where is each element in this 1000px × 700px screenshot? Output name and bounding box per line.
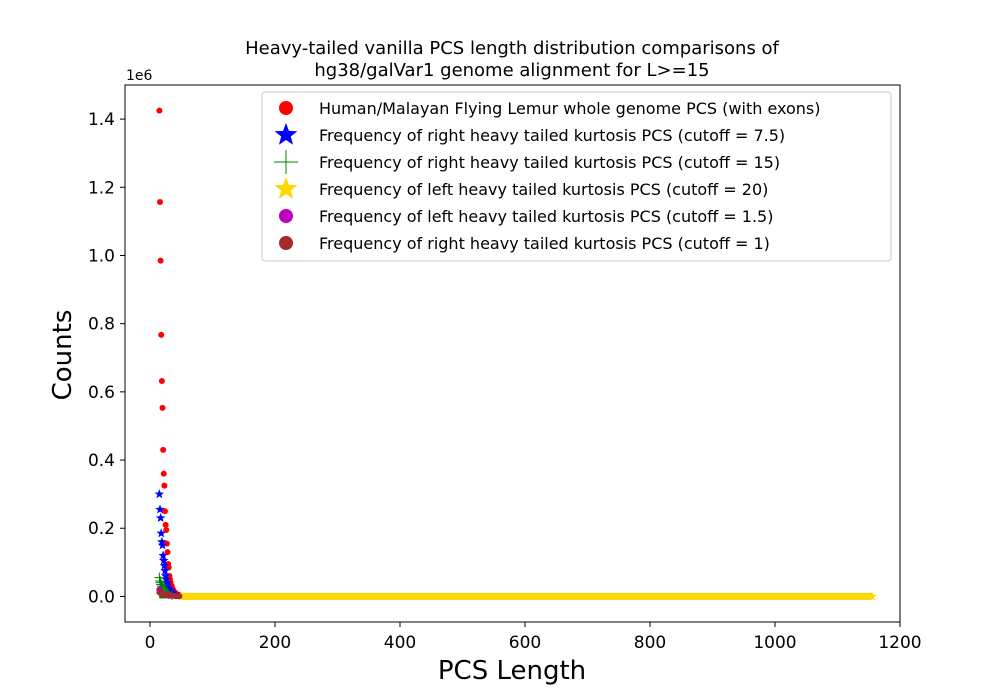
- series-1-point: [160, 570, 171, 581]
- y-axis: 0.0 0.2 0.4 0.6 0.8 1.0 1.2 1.4: [88, 110, 125, 607]
- legend: Human/Malayan Flying Lemur whole genome …: [261, 91, 892, 262]
- y-offset-label: 1e6: [126, 68, 153, 84]
- series-5: [156, 589, 183, 600]
- series-0-point: [161, 482, 168, 489]
- x-tick-label: 800: [634, 633, 666, 653]
- series-1-point: [161, 574, 172, 584]
- series-5-point: [176, 593, 183, 600]
- series-1-point: [156, 528, 167, 538]
- plot-frame: [124, 84, 901, 623]
- series-1-point: [154, 489, 165, 499]
- series-1-point: [155, 513, 166, 523]
- series-0-point: [159, 404, 166, 411]
- x-tick-label: 200: [259, 633, 291, 653]
- y-axis-label: Counts: [48, 310, 78, 401]
- legend-marker-0: [279, 101, 293, 115]
- series-0-point: [160, 446, 167, 453]
- plot-area: [154, 107, 877, 601]
- y-tick-label: 0.8: [88, 315, 115, 335]
- series-0-point: [157, 198, 163, 205]
- y-tick-label: 0.0: [88, 587, 115, 607]
- legend-label-5: Frequency of right heavy tailed kurtosis…: [319, 234, 770, 253]
- series-0-point: [162, 521, 169, 528]
- series-0-point: [165, 564, 172, 571]
- series-3-tail-band: [181, 592, 872, 600]
- tail-band-group: [159, 592, 872, 600]
- legend-label-1: Frequency of right heavy tailed kurtosis…: [319, 126, 785, 145]
- y-tick-label: 0.2: [88, 519, 115, 539]
- series-1-point: [159, 560, 170, 570]
- series-1-point: [160, 565, 170, 575]
- y-tick-label: 1.4: [88, 110, 115, 130]
- series-0-point: [157, 257, 164, 264]
- x-axis-label: PCS Length: [438, 656, 586, 686]
- legend-label-3: Frequency of left heavy tailed kurtosis …: [319, 180, 768, 199]
- legend-label-2: Frequency of right heavy tailed kurtosis…: [319, 153, 780, 172]
- legend-marker-4: [279, 209, 293, 223]
- series-0-point: [160, 470, 167, 477]
- y-tick-label: 0.6: [88, 383, 115, 403]
- x-tick-label: 600: [509, 633, 541, 653]
- series-0-point: [163, 526, 170, 533]
- series-1-point: [158, 550, 168, 560]
- series-1-point: [165, 585, 175, 595]
- series-0-point: [162, 508, 168, 515]
- y-tick-label: 1.2: [88, 178, 115, 198]
- legend-label-0: Human/Malayan Flying Lemur whole genome …: [319, 99, 820, 118]
- series-1-point: [158, 555, 169, 565]
- x-axis: 0 200 400 600 800 1000 1200: [145, 622, 922, 653]
- series-3-point: [867, 591, 877, 601]
- series-0-point: [156, 107, 163, 114]
- legend-marker-5: [279, 236, 293, 250]
- legend-label-4: Frequency of left heavy tailed kurtosis …: [319, 207, 773, 226]
- y-tick-label: 0.4: [88, 451, 115, 471]
- x-tick-label: 1000: [753, 633, 796, 653]
- chart-title-line-1: Heavy-tailed vanilla PCS length distribu…: [245, 38, 779, 59]
- series-0-point: [158, 377, 165, 384]
- series-0: [156, 107, 182, 598]
- series-1-point: [163, 582, 174, 592]
- series-1-point: [157, 540, 168, 550]
- series-1-point: [157, 536, 167, 546]
- series-1-point: [155, 504, 165, 514]
- legend-marker-2: [274, 150, 298, 174]
- chart-title-line-2: hg38/galVar1 genome alignment for L>=15: [314, 60, 709, 81]
- x-tick-label: 400: [384, 633, 416, 653]
- legend-marker-3: [274, 177, 298, 199]
- x-tick-label: 0: [145, 633, 156, 653]
- legend-marker-1: [274, 123, 298, 145]
- y-tick-label: 1.0: [88, 246, 115, 266]
- x-tick-label: 1200: [878, 633, 921, 653]
- series-0-point: [158, 331, 165, 338]
- series-1-point: [162, 580, 173, 590]
- series-1: [154, 489, 180, 599]
- series-0-point: [164, 549, 171, 556]
- legend-frame: [261, 91, 892, 262]
